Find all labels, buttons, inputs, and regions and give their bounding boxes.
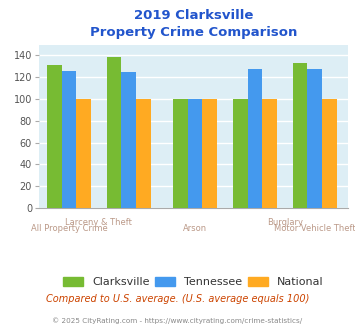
Text: All Property Crime: All Property Crime [31,224,107,233]
Text: Larceny & Theft: Larceny & Theft [65,218,132,227]
Bar [188,99,202,208]
Bar [76,99,91,208]
Text: Compared to U.S. average. (U.S. average equals 100): Compared to U.S. average. (U.S. average … [46,294,309,304]
Bar [121,72,136,208]
Bar [322,99,337,208]
Bar [307,69,322,208]
Text: Motor Vehicle Theft: Motor Vehicle Theft [274,224,355,233]
Bar [173,99,188,208]
Bar [233,99,247,208]
Legend: Clarksville, Tennessee, National: Clarksville, Tennessee, National [64,277,323,287]
Bar [136,99,151,208]
Text: Burglary: Burglary [267,218,303,227]
Title: 2019 Clarksville
Property Crime Comparison: 2019 Clarksville Property Crime Comparis… [90,9,297,39]
Bar [247,69,262,208]
Bar [62,71,76,208]
Bar [202,99,217,208]
Bar [107,56,121,208]
Bar [293,63,307,208]
Bar [262,99,277,208]
Text: Arson: Arson [183,224,207,233]
Text: © 2025 CityRating.com - https://www.cityrating.com/crime-statistics/: © 2025 CityRating.com - https://www.city… [53,317,302,324]
Bar [47,65,62,208]
